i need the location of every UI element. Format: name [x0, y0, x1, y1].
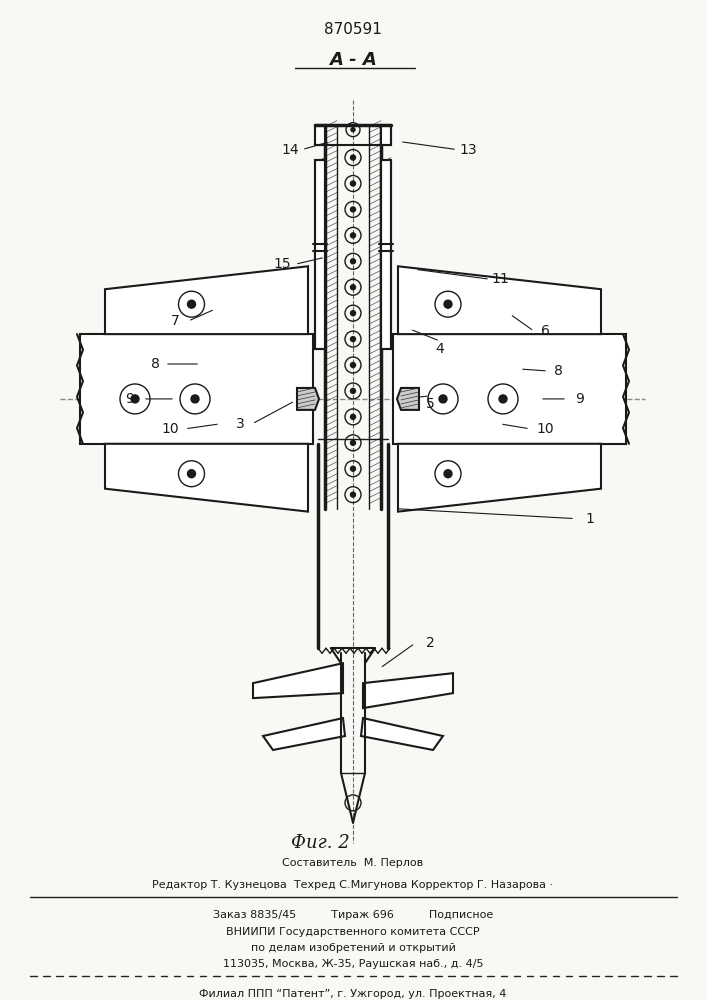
Polygon shape [105, 266, 308, 334]
Text: 4: 4 [436, 342, 445, 356]
Text: 2: 2 [426, 636, 434, 650]
Circle shape [439, 395, 447, 403]
Text: 870591: 870591 [324, 22, 382, 37]
Text: 7: 7 [170, 314, 180, 328]
Text: 14: 14 [281, 143, 299, 157]
Circle shape [351, 259, 356, 264]
Circle shape [351, 155, 356, 160]
Circle shape [499, 395, 507, 403]
Text: Филиал ППП “Патент”, г. Ужгород, ул. Проектная, 4: Филиал ППП “Патент”, г. Ужгород, ул. Про… [199, 989, 507, 999]
Circle shape [351, 363, 356, 368]
Bar [315, 160, 325, 349]
Text: по делам изобретений и открытий: по делам изобретений и открытий [250, 943, 455, 953]
Circle shape [191, 395, 199, 403]
Circle shape [351, 285, 356, 290]
Text: Фиг. 2: Фиг. 2 [291, 834, 349, 852]
Text: 11: 11 [491, 272, 509, 286]
Circle shape [351, 440, 356, 445]
Circle shape [444, 470, 452, 478]
Bar [381, 160, 391, 349]
Polygon shape [105, 444, 308, 512]
Text: 6: 6 [541, 324, 549, 338]
Polygon shape [80, 334, 313, 444]
Text: ВНИИПИ Государственного комитета СССР: ВНИИПИ Государственного комитета СССР [226, 927, 480, 937]
Text: 5: 5 [426, 397, 434, 411]
Circle shape [351, 207, 356, 212]
Circle shape [187, 300, 196, 308]
Text: 3: 3 [235, 417, 245, 431]
Text: 9: 9 [575, 392, 585, 406]
Text: 10: 10 [161, 422, 179, 436]
Text: 10: 10 [536, 422, 554, 436]
Text: Редактор Т. Кузнецова  Техред С.Мигунова Корректор Г. Назарова ·: Редактор Т. Кузнецова Техред С.Мигунова … [153, 880, 554, 890]
Circle shape [351, 337, 356, 342]
Circle shape [351, 233, 356, 238]
Polygon shape [393, 334, 626, 444]
Bar [315, 125, 325, 145]
Text: 8: 8 [151, 357, 160, 371]
Text: Составитель  М. Перлов: Составитель М. Перлов [282, 858, 423, 868]
Polygon shape [263, 718, 345, 750]
Text: 113035, Москва, Ж-35, Раушская наб., д. 4/5: 113035, Москва, Ж-35, Раушская наб., д. … [223, 959, 484, 969]
Circle shape [351, 128, 355, 132]
Text: 1: 1 [585, 512, 595, 526]
Circle shape [351, 414, 356, 419]
Bar [381, 125, 391, 145]
Text: А - А: А - А [329, 51, 377, 69]
Bar [315, 160, 325, 349]
Circle shape [351, 492, 356, 497]
Polygon shape [361, 718, 443, 750]
Circle shape [351, 388, 356, 393]
Circle shape [187, 470, 196, 478]
Circle shape [351, 181, 356, 186]
Bar [381, 160, 391, 349]
Polygon shape [363, 673, 453, 708]
Circle shape [444, 300, 452, 308]
Text: Заказ 8835/45          Тираж 696          Подписное: Заказ 8835/45 Тираж 696 Подписное [213, 910, 493, 920]
Polygon shape [397, 388, 419, 410]
Text: 9: 9 [126, 392, 134, 406]
Text: 8: 8 [554, 364, 563, 378]
Polygon shape [253, 663, 343, 698]
Text: 13: 13 [459, 143, 477, 157]
Circle shape [351, 466, 356, 471]
Polygon shape [398, 444, 601, 512]
Polygon shape [398, 266, 601, 334]
Circle shape [351, 311, 356, 316]
Circle shape [131, 395, 139, 403]
Polygon shape [297, 388, 319, 410]
Text: 15: 15 [273, 257, 291, 271]
